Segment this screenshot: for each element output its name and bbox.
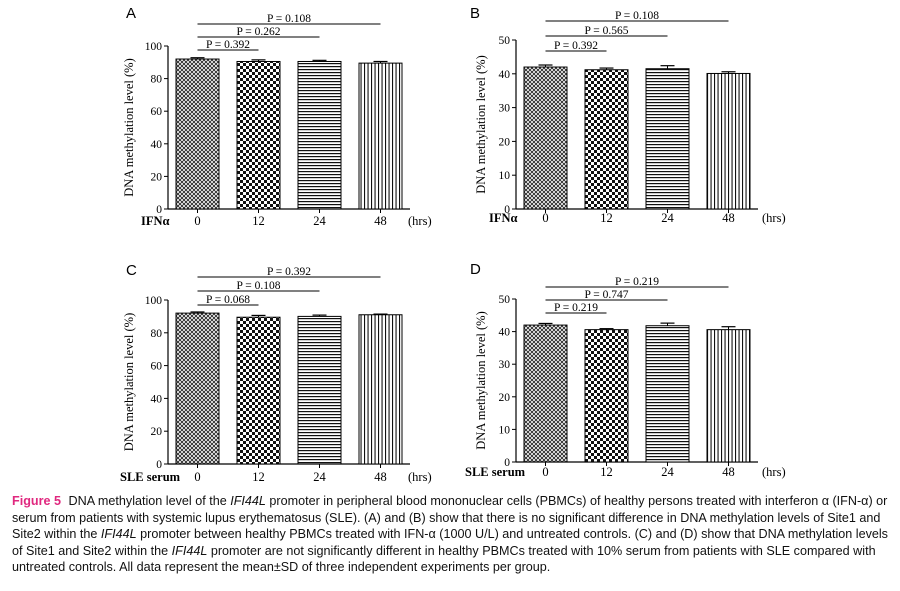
p-value-label: P = 0.219 <box>615 276 659 288</box>
y-tick-label: 20 <box>499 392 511 404</box>
y-tick-label: 0 <box>156 459 162 471</box>
y-axis-label: DNA methylation level (%) <box>122 58 136 197</box>
x-tick-label: 48 <box>722 465 735 479</box>
y-tick-label: 20 <box>499 136 511 148</box>
gene-name: IFI44L <box>100 527 137 541</box>
y-tick-label: 60 <box>151 361 163 373</box>
y-tick-label: 100 <box>145 41 163 53</box>
x-tick-label: 12 <box>600 465 613 479</box>
bar <box>645 325 690 463</box>
unit-label: (hrs) <box>762 465 786 479</box>
chart-panel-b: B DNA methylation level (%) 0 10 20 30 40 50 0 12… <box>470 5 786 225</box>
x-tick-label: 12 <box>252 470 265 484</box>
bar <box>236 60 281 210</box>
bar <box>706 72 751 210</box>
y-tick-label: 20 <box>151 426 163 438</box>
p-value-label: P = 0.747 <box>584 289 628 301</box>
gene-name: IFI44L <box>230 494 266 508</box>
chart-panel-c: C DNA methylation level (%) 0 20 40 60 80 100 0 1… <box>120 262 432 484</box>
figure-caption: Figure 5 DNA methylation level of the IF… <box>12 493 892 576</box>
p-value-label: P = 0.108 <box>615 10 659 22</box>
caption-segment: promoter between healthy PBMCs treated w… <box>12 527 888 558</box>
gene-name: IFI44L <box>171 543 208 558</box>
bar <box>523 66 568 210</box>
caption-segment: DNA methylation level of the <box>68 494 231 508</box>
bar <box>584 69 629 210</box>
x-tick-label: 0 <box>542 465 548 479</box>
treatment-label: IFNα <box>141 214 170 228</box>
p-value-label: P = 0.392 <box>554 40 598 52</box>
bar <box>645 68 690 210</box>
y-tick-label: 40 <box>499 69 511 81</box>
y-tick-label: 0 <box>504 204 510 216</box>
x-tick-label: 24 <box>661 465 674 479</box>
y-axis-label: DNA methylation level (%) <box>122 313 136 452</box>
bar <box>236 316 281 465</box>
bar <box>297 315 342 465</box>
panel-letter: C <box>126 262 137 279</box>
p-value-label: P = 0.068 <box>206 294 250 306</box>
x-tick-label: 24 <box>661 211 674 225</box>
x-tick-label: 48 <box>374 470 387 484</box>
chart-panel-a: A DNA methylation level (%) 0 20 40 60 80 100 0 1… <box>122 5 432 228</box>
unit-label: (hrs) <box>408 470 432 484</box>
y-tick-label: 60 <box>151 106 163 118</box>
treatment-label: SLE serum <box>120 470 181 484</box>
y-tick-label: 40 <box>151 139 163 151</box>
caption-text: DNA methylation level of the IFI44L prom… <box>12 494 888 574</box>
treatment-label: SLE serum <box>465 465 526 479</box>
y-tick-label: 100 <box>145 295 163 307</box>
y-axis-label: DNA methylation level (%) <box>474 311 488 450</box>
y-tick-label: 50 <box>499 35 511 47</box>
bar <box>523 324 568 463</box>
x-tick-label: 24 <box>313 470 326 484</box>
p-value-label: P = 0.392 <box>267 266 311 278</box>
bar <box>584 329 629 463</box>
bar <box>706 329 751 463</box>
bar <box>358 62 403 210</box>
caption-segment: promoter are not significantly different… <box>12 543 876 575</box>
y-tick-label: 0 <box>504 457 510 469</box>
p-value-label: P = 0.392 <box>206 39 250 51</box>
y-tick-label: 0 <box>156 204 162 216</box>
bar <box>297 60 342 210</box>
unit-label: (hrs) <box>408 214 432 228</box>
y-tick-label: 80 <box>151 328 163 340</box>
x-tick-label: 0 <box>194 470 200 484</box>
caption-segment: promoter in peripheral blood mononuclear… <box>12 494 888 541</box>
y-tick-label: 30 <box>499 359 511 371</box>
y-tick-label: 40 <box>151 393 163 405</box>
p-value-label: P = 0.108 <box>236 280 280 292</box>
x-tick-label: 0 <box>194 214 200 228</box>
x-tick-label: 12 <box>252 214 265 228</box>
x-tick-label: 0 <box>542 211 548 225</box>
y-tick-label: 40 <box>499 327 511 339</box>
y-tick-label: 50 <box>499 294 511 306</box>
treatment-label: IFNα <box>489 211 518 225</box>
x-tick-label: 24 <box>313 214 326 228</box>
x-tick-label: 48 <box>374 214 387 228</box>
bar <box>175 58 220 210</box>
chart-panel-d: D DNA methylation level (%) 0 10 20 30 40 50 0 12… <box>465 261 786 479</box>
p-value-label: P = 0.262 <box>236 26 280 38</box>
x-tick-label: 48 <box>722 211 735 225</box>
y-tick-label: 10 <box>499 424 511 436</box>
y-tick-label: 80 <box>151 74 163 86</box>
x-tick-label: 12 <box>600 211 613 225</box>
unit-label: (hrs) <box>762 211 786 225</box>
y-tick-label: 20 <box>151 171 163 183</box>
panel-letter: B <box>470 5 480 22</box>
y-tick-label: 30 <box>499 103 511 115</box>
p-value-label: P = 0.565 <box>584 25 628 37</box>
figure-label: Figure 5 <box>12 494 61 508</box>
panel-letter: A <box>126 5 136 22</box>
bar <box>358 314 403 465</box>
y-axis-label: DNA methylation level (%) <box>474 55 488 194</box>
p-value-label: P = 0.219 <box>554 302 598 314</box>
panel-letter: D <box>470 261 481 278</box>
y-tick-label: 10 <box>499 170 511 182</box>
bar <box>175 312 220 465</box>
p-value-label: P = 0.108 <box>267 13 311 25</box>
